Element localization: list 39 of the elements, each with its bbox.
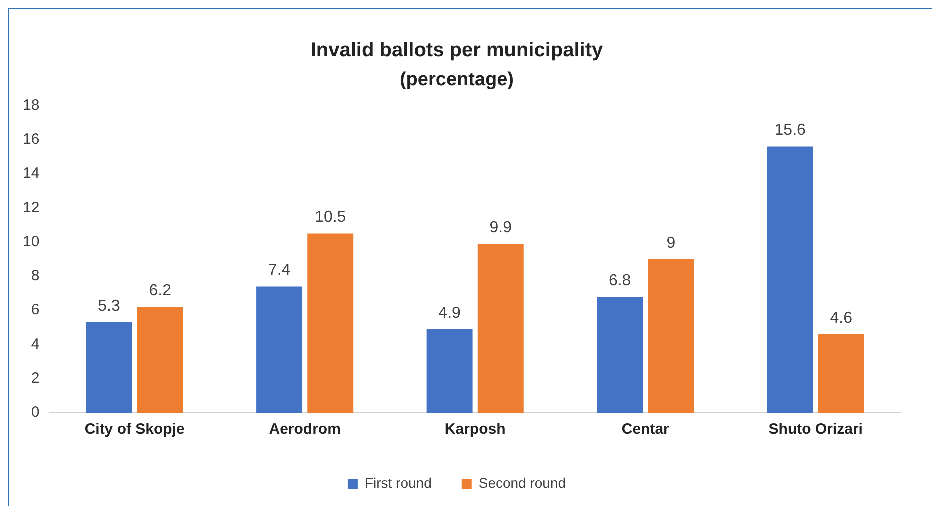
x-tick-label: Centar <box>622 421 670 438</box>
legend-label: Second round <box>478 474 566 491</box>
bar <box>648 259 694 413</box>
bar <box>597 296 644 413</box>
y-tick-label: 4 <box>31 336 40 353</box>
data-label: 7.4 <box>268 262 291 280</box>
y-tick-label: 16 <box>22 131 40 148</box>
y-tick-label: 12 <box>22 199 40 216</box>
chart-title: Invalid ballots per municipality <box>310 40 604 62</box>
bar <box>308 234 354 413</box>
bar <box>86 322 132 413</box>
x-tick-label: Shuto Orizari <box>768 421 863 438</box>
data-label: 10.5 <box>315 209 346 226</box>
bar <box>767 146 814 413</box>
data-label: 5.3 <box>98 298 120 315</box>
x-tick-label: Aerodrom <box>269 421 341 438</box>
legend-label: First round <box>364 474 432 491</box>
bar <box>478 244 524 413</box>
data-label: 6.8 <box>608 272 632 290</box>
x-tick-label: City of Skopje <box>84 421 185 438</box>
x-tick-label: Karposh <box>444 421 506 438</box>
y-tick-label: 0 <box>31 404 40 422</box>
bar <box>818 334 864 413</box>
bar <box>256 286 303 413</box>
y-tick-label: 8 <box>31 268 40 285</box>
bar <box>426 329 473 413</box>
y-tick-label: 14 <box>22 165 40 182</box>
y-tick-label: 2 <box>31 370 40 388</box>
data-label: 15.6 <box>774 122 806 140</box>
data-label: 9 <box>666 234 676 252</box>
bar <box>137 307 184 413</box>
y-tick-label: 6 <box>31 302 40 319</box>
data-label: 4.9 <box>438 304 462 322</box>
data-label: 9.9 <box>490 219 512 236</box>
data-label: 6.2 <box>149 282 172 300</box>
chart-subtitle: (percentage) <box>400 70 514 91</box>
y-tick-label: 18 <box>22 96 40 114</box>
y-tick-label: 10 <box>22 233 40 250</box>
data-label: 4.6 <box>830 310 853 327</box>
